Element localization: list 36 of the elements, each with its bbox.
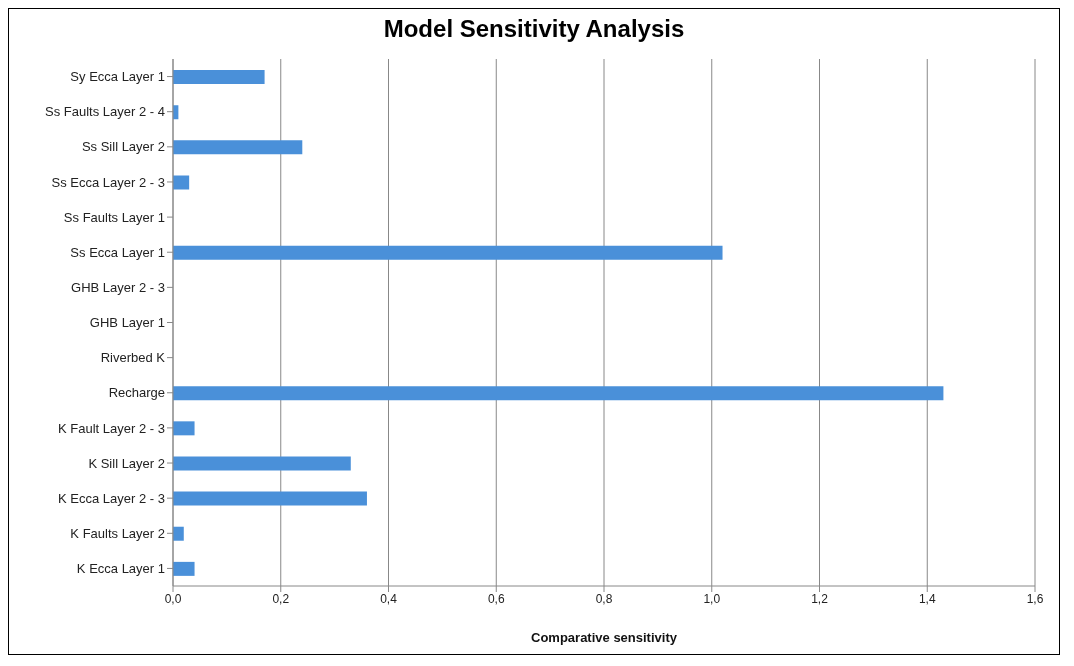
x-tick-label: 1,6 [1026, 591, 1044, 606]
y-tick-label: Ss Ecca Layer 1 [70, 244, 165, 260]
y-tick-label: K Ecca Layer 2 - 3 [58, 490, 165, 506]
y-tick-label: Ss Ecca Layer 2 - 3 [51, 174, 165, 190]
y-tick-label: Ss Faults Layer 1 [63, 209, 165, 225]
y-tick-label: Riverbed K [100, 350, 166, 366]
chart-title: Model Sensitivity Analysis [382, 14, 686, 44]
y-tick-label: GHB Layer 2 - 3 [71, 279, 165, 295]
y-tick-label: Recharge [108, 385, 165, 401]
bar [173, 456, 351, 471]
bar [173, 245, 723, 260]
bar [173, 561, 195, 576]
y-tick-label: Ss Sill Layer 2 [81, 139, 165, 155]
x-tick-label: 0,0 [164, 591, 182, 606]
bar [173, 526, 184, 541]
bar [173, 421, 195, 436]
bar [173, 70, 265, 84]
bar [173, 491, 367, 506]
y-tick-label: K Faults Layer 2 [70, 525, 165, 541]
y-tick-label: Sy Ecca Layer 1 [70, 69, 165, 85]
x-tick-label: 1,0 [703, 591, 721, 606]
x-axis-title: Comparative sensitivity [531, 630, 678, 645]
y-tick-label: K Fault Layer 2 - 3 [58, 420, 165, 436]
y-tick-label: Ss Faults Layer 2 - 4 [45, 104, 165, 120]
bar [173, 386, 944, 401]
x-tick-label: 0,8 [595, 591, 613, 606]
x-tick-label: 0,2 [272, 591, 290, 606]
x-tick-label: 0,6 [487, 591, 505, 606]
bar [173, 140, 303, 155]
y-tick-label: K Sill Layer 2 [88, 455, 165, 471]
x-tick-label: 1,2 [811, 591, 829, 606]
x-tick-label: 1,4 [918, 591, 936, 606]
y-tick-label: GHB Layer 1 [89, 315, 165, 331]
y-tick-label: K Ecca Layer 1 [76, 561, 165, 577]
bar [173, 175, 190, 190]
x-tick-label: 0,4 [380, 591, 398, 606]
